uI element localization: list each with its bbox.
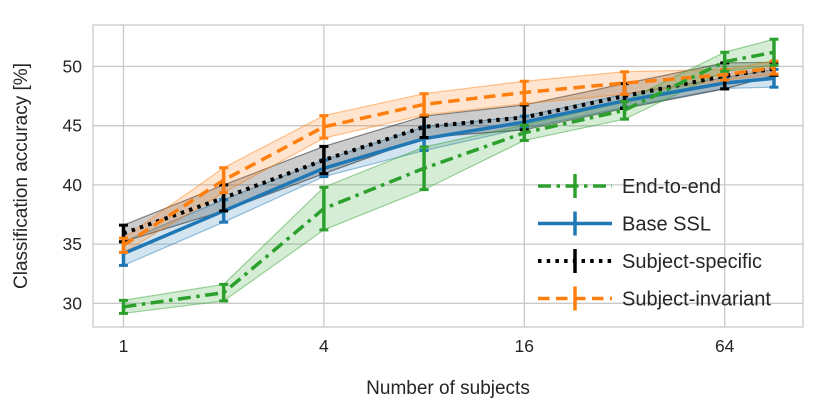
series-line-base-ssl <box>122 76 775 256</box>
series-line-subject-specific <box>122 66 775 236</box>
series-line-subject-invariant <box>122 65 775 247</box>
y-axis-label: Classification accuracy [%] <box>11 63 32 289</box>
y-tick-label-40: 40 <box>63 175 83 195</box>
legend-label-subject-specific: Subject-specific <box>622 251 762 273</box>
x-tick-label-16: 16 <box>515 336 534 356</box>
x-tick-label-64: 64 <box>715 336 735 356</box>
x-axis-label: Number of subjects <box>366 378 530 399</box>
x-tick-label-4: 4 <box>319 336 329 356</box>
legend-label-base-ssl: Base SSL <box>622 214 711 236</box>
legend-label-end-to-end: End-to-end <box>622 176 721 198</box>
plot-border <box>92 24 804 328</box>
y-tick-label-45: 45 <box>63 116 82 136</box>
series-line-end-to-end <box>123 50 775 309</box>
x-tick-label-1: 1 <box>119 336 129 356</box>
legend-label-subject-invariant: Subject-invariant <box>622 289 771 311</box>
y-tick-label-30: 30 <box>63 293 83 313</box>
y-tick-label-35: 35 <box>63 234 82 254</box>
y-tick-label-50: 50 <box>63 56 83 76</box>
